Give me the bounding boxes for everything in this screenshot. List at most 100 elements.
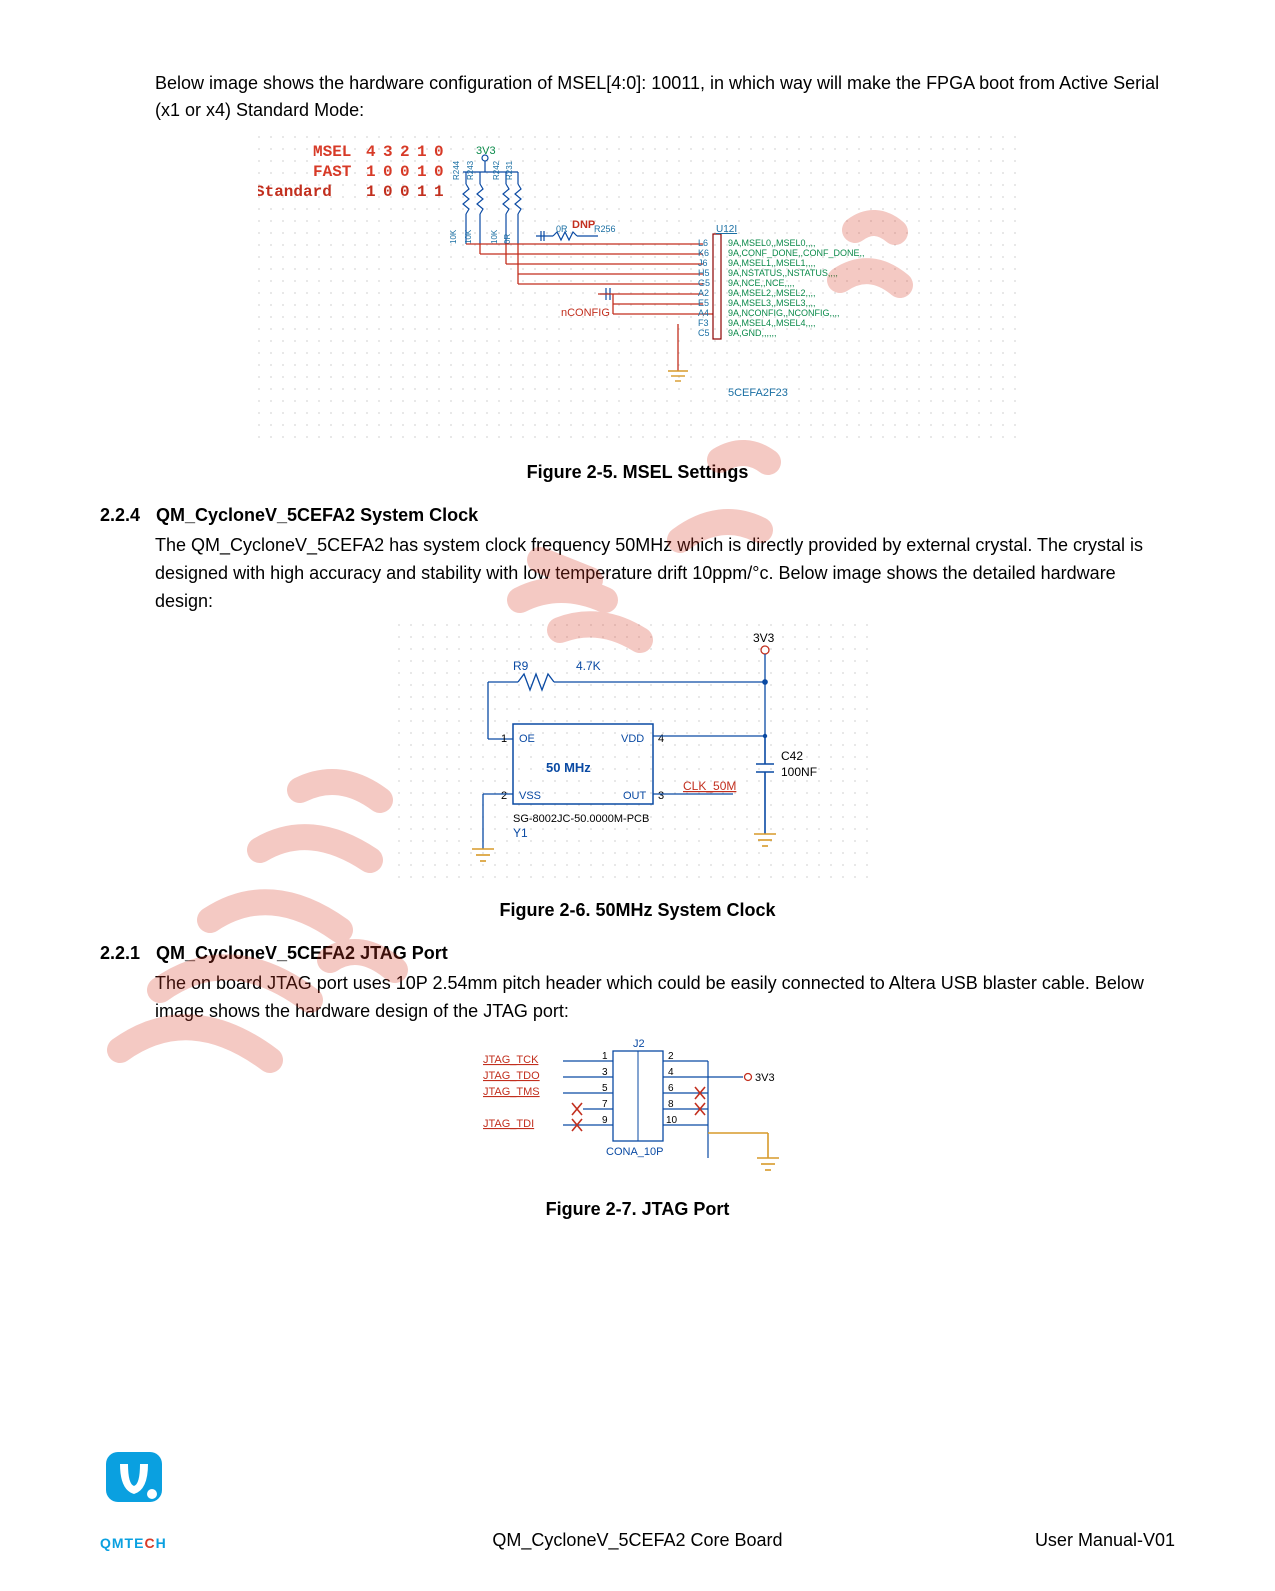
figure-2-6-caption: Figure 2-6. 50MHz System Clock [100, 900, 1175, 921]
svg-text:3: 3 [383, 143, 393, 161]
svg-text:G5: G5 [698, 278, 710, 288]
svg-text:CONA_10P: CONA_10P [606, 1146, 663, 1158]
figure-2-7: J2 12 34 [100, 1033, 1175, 1183]
svg-text:K6: K6 [698, 248, 709, 258]
svg-text:6: 6 [668, 1083, 674, 1094]
svg-text:1: 1 [501, 733, 507, 745]
svg-text:4.7K: 4.7K [576, 659, 601, 673]
svg-text:JTAG_TDI: JTAG_TDI [483, 1118, 534, 1130]
svg-text:8: 8 [668, 1099, 674, 1110]
svg-text:JTAG_TCK: JTAG_TCK [483, 1054, 539, 1066]
svg-text:9A,GND,,,,,,: 9A,GND,,,,,, [728, 328, 777, 338]
svg-text:3V3: 3V3 [755, 1072, 775, 1084]
svg-text:9: 9 [602, 1115, 608, 1126]
svg-text:9A,MSEL2,,MSEL2,,,,: 9A,MSEL2,,MSEL2,,,, [728, 288, 816, 298]
svg-text:J6: J6 [698, 258, 708, 268]
svg-text:0R: 0R [556, 224, 568, 234]
svg-text:L6: L6 [698, 238, 708, 248]
svg-text:A4: A4 [698, 308, 709, 318]
svg-text:1: 1 [366, 183, 376, 201]
figure-2-7-caption: Figure 2-7. JTAG Port [100, 1199, 1175, 1220]
svg-text:2: 2 [501, 790, 507, 802]
svg-text:10K: 10K [449, 229, 458, 244]
intro-paragraph: Below image shows the hardware configura… [155, 70, 1175, 124]
svg-text:2: 2 [668, 1051, 674, 1062]
svg-text:E5: E5 [698, 298, 709, 308]
svg-text:9A,MSEL3,,MSEL3,,,,: 9A,MSEL3,,MSEL3,,,, [728, 298, 816, 308]
svg-text:1: 1 [602, 1051, 608, 1062]
footer-center: QM_CycloneV_5CEFA2 Core Board [492, 1530, 782, 1551]
figure-2-6: 3V3 R9 4.7K 1 OE VDD 4 2 VSS OUT [100, 624, 1175, 884]
svg-text:R256: R256 [594, 224, 616, 234]
svg-text:OUT: OUT [623, 790, 647, 802]
svg-text:100NF: 100NF [781, 765, 817, 779]
section-2-2-4-para: The QM_CycloneV_5CEFA2 has system clock … [155, 532, 1175, 616]
svg-text:C5: C5 [698, 328, 710, 338]
svg-text:VSS: VSS [519, 790, 541, 802]
svg-text:0: 0 [383, 183, 393, 201]
svg-text:R242: R242 [492, 160, 501, 180]
svg-text:1: 1 [417, 163, 427, 181]
svg-text:3V3: 3V3 [753, 631, 775, 645]
page-footer: QMTECH QM_CycloneV_5CEFA2 Core Board Use… [100, 1450, 1175, 1551]
svg-text:R244: R244 [452, 160, 461, 180]
svg-text:0: 0 [400, 183, 410, 201]
svg-text:5: 5 [602, 1083, 608, 1094]
svg-text:0: 0 [434, 143, 444, 161]
svg-text:A2: A2 [698, 288, 709, 298]
svg-text:1: 1 [434, 183, 444, 201]
svg-text:0: 0 [434, 163, 444, 181]
svg-text:0: 0 [400, 163, 410, 181]
svg-text:OE: OE [519, 733, 535, 745]
svg-text:9A,MSEL4,,MSEL4,,,,: 9A,MSEL4,,MSEL4,,,, [728, 318, 816, 328]
svg-text:0: 0 [383, 163, 393, 181]
svg-text:10: 10 [666, 1115, 678, 1126]
svg-text:SG-8002JC-50.0000M-PCB: SG-8002JC-50.0000M-PCB [513, 813, 649, 825]
page: Below image shows the hardware configura… [0, 0, 1275, 1591]
svg-text:JTAG_TDO: JTAG_TDO [483, 1070, 540, 1082]
svg-text:9A,CONF_DONE,,CONF_DONE,,: 9A,CONF_DONE,,CONF_DONE,, [728, 248, 865, 258]
svg-text:5CEFA2F23: 5CEFA2F23 [728, 387, 788, 399]
svg-text:R231: R231 [505, 160, 514, 180]
svg-text:VDD: VDD [621, 733, 644, 745]
svg-text:2: 2 [400, 143, 410, 161]
svg-text:Standard: Standard [258, 183, 332, 201]
svg-text:9A,NSTATUS,,NSTATUS,,,,: 9A,NSTATUS,,NSTATUS,,,, [728, 268, 838, 278]
section-2-2-4-heading: 2.2.4 QM_CycloneV_5CEFA2 System Clock [100, 505, 1175, 532]
figure-2-5-caption: Figure 2-5. MSEL Settings [100, 462, 1175, 483]
section-title: QM_CycloneV_5CEFA2 JTAG Port [156, 943, 448, 964]
svg-text:3: 3 [602, 1067, 608, 1078]
svg-text:R9: R9 [513, 659, 529, 673]
svg-text:9A,MSEL0,,MSEL0,,,,: 9A,MSEL0,,MSEL0,,,, [728, 238, 816, 248]
svg-text:4: 4 [658, 733, 664, 745]
svg-text:9A,NCONFIG,,NCONFIG,,,,: 9A,NCONFIG,,NCONFIG,,,, [728, 308, 840, 318]
svg-text:9A,NCE,,NCE,,,,: 9A,NCE,,NCE,,,, [728, 278, 795, 288]
svg-text:3: 3 [658, 790, 664, 802]
svg-text:Y1: Y1 [513, 826, 528, 840]
svg-text:CLK_50M: CLK_50M [683, 779, 736, 793]
section-title: QM_CycloneV_5CEFA2 System Clock [156, 505, 478, 526]
figure-2-5: MSEL 43210 FAST 10010 Standard 10011 3V3 [100, 136, 1175, 446]
svg-text:1: 1 [417, 183, 427, 201]
svg-text:DNP: DNP [572, 219, 595, 231]
svg-text:1: 1 [417, 143, 427, 161]
section-2-2-1-para: The on board JTAG port uses 10P 2.54mm p… [155, 970, 1175, 1026]
section-2-2-1-heading: 2.2.1 QM_CycloneV_5CEFA2 JTAG Port [100, 943, 1175, 970]
svg-text:R243: R243 [466, 160, 475, 180]
svg-text:50 MHz: 50 MHz [546, 760, 591, 775]
svg-text:F3: F3 [698, 318, 709, 328]
svg-text:U12I: U12I [716, 224, 737, 235]
svg-text:nCONFIG: nCONFIG [561, 307, 610, 319]
svg-text:10K: 10K [490, 229, 499, 244]
svg-text:4: 4 [366, 143, 376, 161]
section-number: 2.2.4 [100, 505, 142, 526]
svg-text:JTAG_TMS: JTAG_TMS [483, 1086, 540, 1098]
section-number: 2.2.1 [100, 943, 142, 964]
svg-text:1: 1 [366, 163, 376, 181]
svg-text:4: 4 [668, 1067, 674, 1078]
svg-text:MSEL: MSEL [313, 143, 351, 161]
footer-logo: QMTECH [100, 1450, 180, 1551]
svg-text:C42: C42 [781, 749, 803, 763]
svg-text:0R: 0R [503, 234, 512, 244]
svg-text:7: 7 [602, 1099, 608, 1110]
